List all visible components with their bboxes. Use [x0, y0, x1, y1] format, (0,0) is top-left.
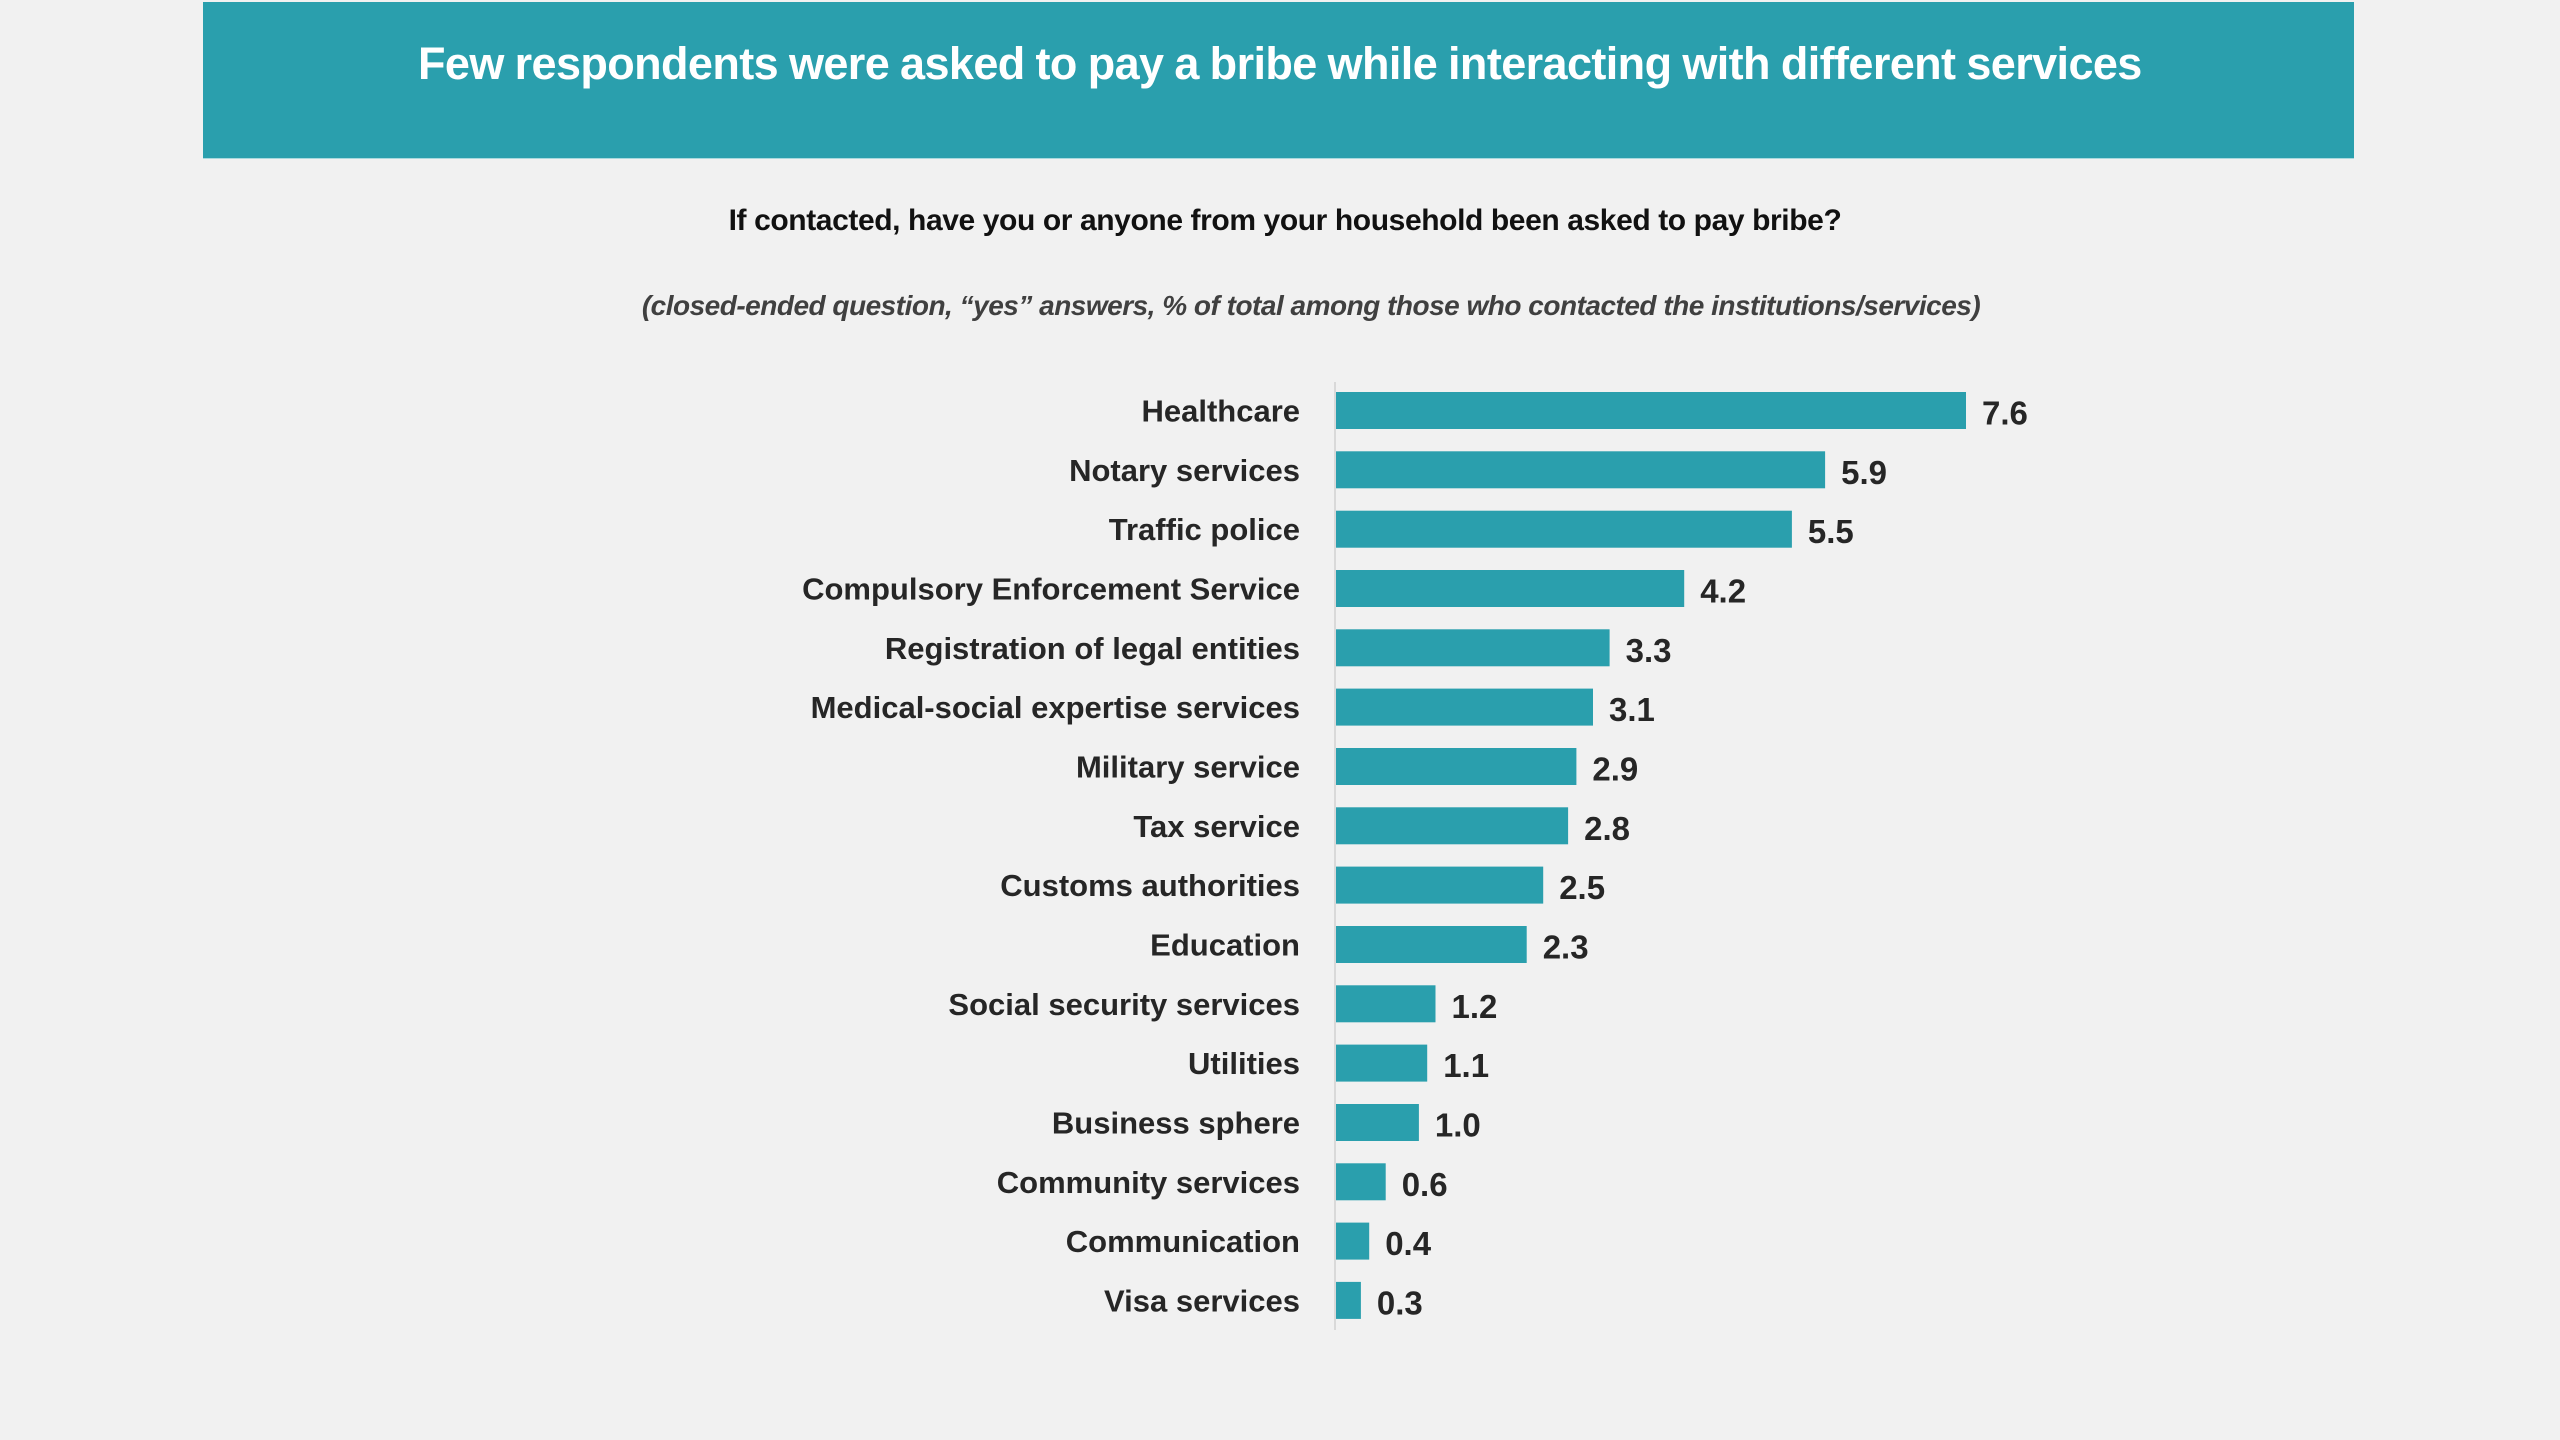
value-label: 3.1	[1609, 691, 1655, 728]
category-label: Utilities	[1188, 1046, 1300, 1081]
title-banner: Few respondents were asked to pay a brib…	[203, 2, 2354, 158]
category-label: Social security services	[948, 987, 1300, 1022]
category-label: Military service	[1076, 750, 1300, 785]
value-label: 3.3	[1626, 632, 1672, 669]
category-label: Notary services	[1069, 453, 1300, 488]
bar	[1336, 985, 1436, 1023]
value-labels: 7.6 5.9 5.5 4.2 3.3 3.1 2.9 2.8 2.5 2.3 1.2 1.1 1.0 0…	[1377, 395, 2028, 1322]
category-label: Tax service	[1133, 809, 1300, 844]
bar	[1336, 1281, 1361, 1319]
bar	[1336, 926, 1527, 963]
bar	[1336, 451, 1826, 489]
category-label: Compulsory Enforcement Service	[802, 572, 1300, 607]
category-label: Customs authorities	[1000, 868, 1300, 903]
value-label: 5.9	[1841, 454, 1887, 491]
value-label: 2.8	[1584, 810, 1630, 847]
category-label: Community services	[997, 1165, 1300, 1200]
bar	[1336, 688, 1593, 726]
category-label: Communication	[1066, 1224, 1300, 1259]
value-label: 1.2	[1452, 988, 1498, 1025]
category-label: Visa services	[1104, 1283, 1300, 1318]
bar	[1336, 866, 1544, 904]
value-label: 5.5	[1808, 513, 1854, 550]
value-label: 2.3	[1543, 929, 1589, 966]
value-label: 0.3	[1377, 1284, 1423, 1321]
value-label: 0.6	[1402, 1166, 1448, 1203]
bar	[1336, 1104, 1419, 1141]
value-label: 4.2	[1700, 573, 1746, 610]
bar	[1336, 807, 1569, 845]
bar	[1336, 629, 1610, 667]
category-label: Education	[1150, 928, 1300, 963]
bars-group	[1336, 392, 1966, 1319]
bar	[1336, 392, 1966, 429]
value-label: 0.4	[1385, 1225, 1432, 1262]
category-labels: Healthcare Notary services Traffic police C…	[802, 394, 1300, 1319]
bar	[1336, 510, 1792, 548]
bar	[1336, 748, 1577, 785]
bar	[1336, 1044, 1428, 1082]
survey-question: If contacted, have you or anyone from yo…	[728, 204, 1842, 237]
category-label: Traffic police	[1109, 512, 1300, 547]
value-label: 1.1	[1443, 1047, 1489, 1084]
category-label: Healthcare	[1141, 394, 1300, 429]
category-label: Registration of legal entities	[885, 631, 1300, 666]
category-label: Business sphere	[1052, 1106, 1300, 1141]
category-label: Medical-social expertise services	[811, 690, 1300, 725]
value-label: 2.9	[1592, 751, 1638, 788]
value-label: 2.5	[1559, 869, 1605, 906]
value-label: 1.0	[1435, 1107, 1481, 1144]
bar	[1336, 1222, 1370, 1260]
question-note: (closed-ended question, “yes” answers, %…	[641, 290, 1981, 321]
bar	[1336, 1163, 1386, 1201]
chart-title: Few respondents were asked to pay a brib…	[418, 38, 2142, 89]
value-label: 7.6	[1982, 395, 2028, 432]
bar	[1336, 570, 1685, 607]
